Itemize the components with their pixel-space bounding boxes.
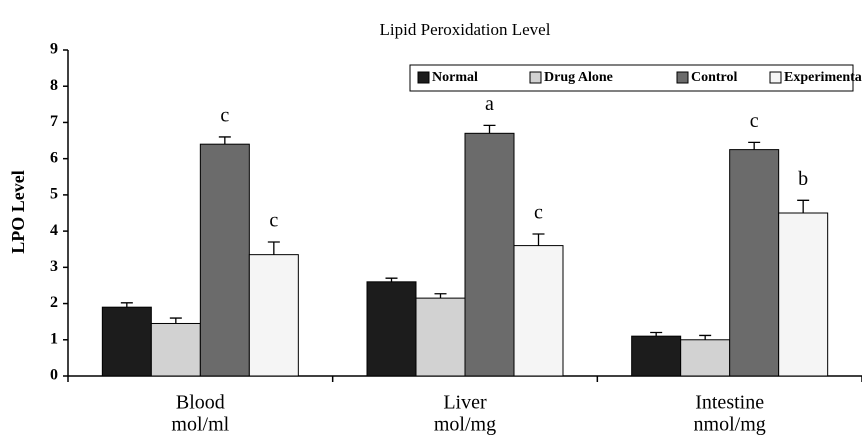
- y-tick-label: 1: [50, 330, 58, 347]
- legend-label: Experimental: [784, 70, 862, 85]
- error-bar: [169, 317, 182, 324]
- y-tick-label: 0: [50, 367, 58, 384]
- annotation: c: [750, 110, 759, 132]
- bar: [248, 254, 299, 377]
- y-tick-label: 2: [50, 294, 58, 311]
- chart-title: Lipid Peroxidation Level: [380, 20, 551, 39]
- legend-swatch: [529, 71, 542, 84]
- bar: [415, 297, 466, 377]
- bar: [513, 245, 564, 377]
- error-bar: [483, 124, 496, 134]
- error-bar: [218, 136, 231, 145]
- y-tick-label: 8: [50, 77, 58, 94]
- legend-swatch: [417, 71, 430, 84]
- error-bar: [120, 302, 133, 308]
- error-bar: [532, 233, 545, 246]
- error-bar: [797, 199, 810, 213]
- annotation: c: [269, 210, 278, 232]
- y-tick-label: 9: [50, 41, 58, 58]
- bar: [631, 335, 682, 377]
- error-bar: [385, 277, 398, 282]
- error-bar: [748, 141, 761, 150]
- error-bar: [699, 334, 712, 340]
- y-tick-label: 3: [50, 258, 58, 275]
- y-tick-label: 7: [50, 113, 58, 130]
- y-tick-label: 4: [50, 222, 58, 239]
- bar: [101, 306, 152, 377]
- x-tick-label: Blood: [176, 392, 225, 414]
- x-tick-label: nmol/mg: [694, 414, 766, 436]
- x-tick-label: mol/mg: [434, 414, 496, 436]
- y-tick-label: 5: [50, 186, 58, 203]
- error-bar: [434, 293, 447, 299]
- annotation: c: [534, 202, 543, 224]
- bar: [729, 149, 780, 377]
- x-tick-label: Liver: [443, 392, 487, 414]
- bar: [778, 212, 829, 377]
- bar: [199, 143, 250, 377]
- x-tick-label: Intestine: [695, 392, 764, 414]
- x-tick-label: mol/ml: [171, 414, 229, 436]
- bar: [464, 132, 515, 377]
- legend-swatch: [676, 71, 689, 84]
- annotation: b: [798, 168, 808, 190]
- bar: [366, 281, 417, 377]
- legend-swatch: [769, 71, 782, 84]
- bar: [680, 339, 731, 377]
- y-tick-label: 6: [50, 149, 58, 166]
- y-axis-label: LPO Level: [8, 170, 28, 254]
- error-bar: [650, 331, 663, 337]
- annotation: a: [485, 93, 494, 115]
- legend-label: Normal: [432, 70, 478, 85]
- annotation: c: [220, 105, 229, 127]
- bar: [150, 322, 201, 377]
- legend-label: Drug Alone: [544, 70, 613, 85]
- error-bar: [267, 241, 280, 255]
- legend-label: Control: [691, 70, 738, 85]
